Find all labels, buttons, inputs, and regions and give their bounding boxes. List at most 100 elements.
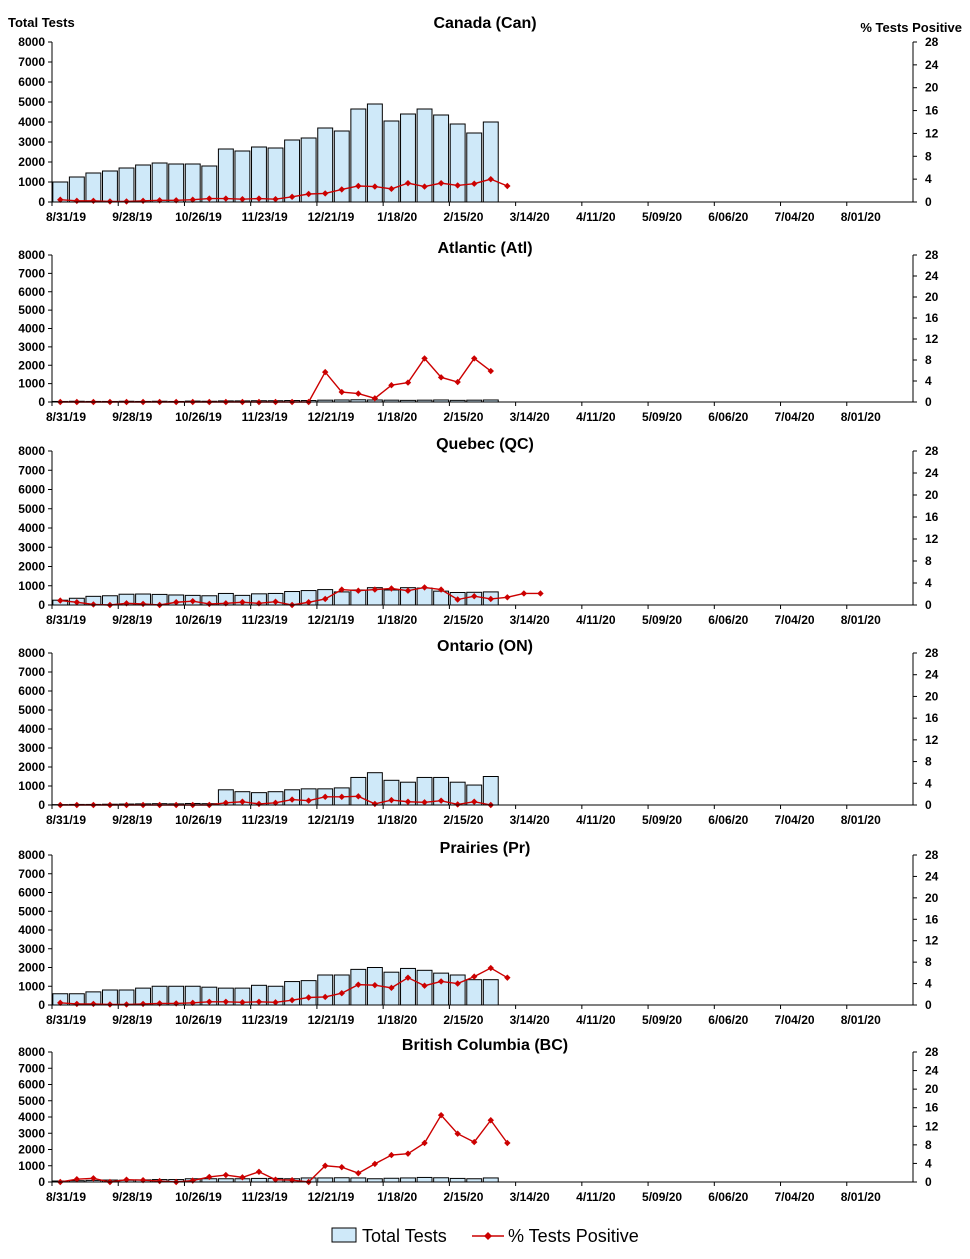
- x-tick-label: 8/31/19: [46, 1013, 86, 1027]
- percent-point: [288, 796, 296, 803]
- x-tick-label: 9/28/19: [112, 813, 152, 827]
- bar: [251, 1177, 267, 1183]
- bar: [482, 776, 499, 806]
- legend-line-marker: [484, 1232, 492, 1240]
- left-tick-label: 3000: [18, 540, 45, 554]
- percent-point: [421, 183, 428, 190]
- x-tick-label: 1/18/20: [377, 1190, 417, 1204]
- left-tick-label: 5000: [18, 1094, 45, 1108]
- percent-point: [471, 1138, 478, 1146]
- x-tick-label: 10/26/19: [175, 813, 222, 827]
- right-tick-label: 20: [925, 488, 939, 502]
- percent-point: [421, 584, 428, 591]
- x-tick-label: 6/06/20: [708, 410, 748, 424]
- right-tick-label: 0: [925, 798, 932, 812]
- percent-point: [322, 368, 329, 376]
- x-tick-label: 11/23/19: [242, 813, 288, 827]
- left-tick-label: 2000: [18, 560, 45, 574]
- percent-positive-line: [60, 1113, 508, 1183]
- x-tick-label: 2/15/20: [443, 1190, 483, 1204]
- percent-point: [189, 999, 196, 1007]
- panel-3: Quebec (QC) 0 1000 2000 3000 4000 5000 6000 7000…: [18, 436, 938, 627]
- x-tick-label: 6/06/20: [708, 813, 748, 827]
- right-tick-label: 20: [925, 689, 939, 703]
- right-tick-label: 16: [925, 711, 939, 725]
- left-tick-label: 3000: [18, 340, 45, 354]
- percent-point: [404, 179, 412, 187]
- x-tick-label: 7/04/20: [775, 813, 815, 827]
- right-tick-label: 4: [925, 576, 932, 590]
- panel-6: British Columbia (BC) 0 1000 2000 3000 4000 50…: [18, 1037, 938, 1204]
- legend: Total Tests % Tests Positive: [331, 1226, 639, 1246]
- panel-title: Ontario (ON): [437, 638, 533, 655]
- percent-point: [139, 1176, 147, 1184]
- percent-positive-line: [60, 357, 492, 403]
- left-tick-label: 3000: [18, 741, 45, 755]
- percent-point: [371, 183, 379, 190]
- x-tick-label: 3/14/20: [510, 1190, 550, 1204]
- bar: [449, 1177, 466, 1183]
- right-tick-label: 20: [925, 290, 939, 304]
- left-tick-label: 0: [38, 395, 45, 409]
- percent-point: [255, 800, 263, 808]
- left-tick-label: 0: [38, 598, 45, 612]
- bar: [118, 167, 135, 203]
- x-tick-label: 8/01/20: [841, 613, 881, 627]
- panel-title: Canada (Can): [433, 15, 536, 32]
- percent-point: [222, 1171, 230, 1179]
- percent-point: [437, 797, 445, 804]
- right-tick-label: 16: [925, 510, 939, 524]
- percent-point: [437, 1111, 445, 1119]
- left-tick-label: 7000: [18, 665, 45, 679]
- x-tick-label: 11/23/19: [242, 613, 288, 627]
- x-tick-label: 12/21/19: [308, 1190, 355, 1204]
- bar: [366, 772, 383, 806]
- left-tick-label: 4000: [18, 1110, 45, 1124]
- x-tick-label: 8/01/20: [841, 1013, 881, 1027]
- right-tick-label: 0: [925, 598, 932, 612]
- percent-point: [388, 984, 395, 992]
- right-tick-label: 4: [925, 776, 932, 790]
- left-tick-label: 0: [38, 798, 45, 812]
- percent-point: [388, 382, 395, 389]
- right-tick-label: 16: [925, 104, 939, 118]
- x-tick-label: 7/04/20: [775, 613, 815, 627]
- percent-point: [239, 1174, 246, 1181]
- left-tick-label: 1000: [18, 779, 45, 793]
- percent-point: [305, 190, 312, 198]
- x-tick-label: 8/31/19: [46, 613, 86, 627]
- bar: [383, 589, 400, 606]
- bar: [449, 123, 466, 203]
- x-tick-label: 3/14/20: [510, 210, 550, 224]
- right-tick-label: 28: [925, 848, 939, 862]
- right-tick-label: 8: [925, 554, 932, 568]
- right-tick-label: 12: [925, 332, 939, 346]
- bar: [400, 113, 416, 203]
- x-tick-label: 7/04/20: [775, 1190, 815, 1204]
- percent-point: [454, 980, 461, 987]
- right-tick-label: 20: [925, 81, 939, 95]
- right-tick-label: 12: [925, 733, 939, 747]
- x-tick-label: 6/06/20: [708, 613, 748, 627]
- x-tick-label: 12/21/19: [308, 410, 355, 424]
- percent-point: [355, 981, 362, 988]
- left-tick-label: 1000: [18, 579, 45, 593]
- x-tick-label: 10/26/19: [175, 410, 222, 424]
- left-tick-label: 3000: [18, 135, 45, 149]
- percent-point: [322, 1162, 329, 1169]
- percent-point: [123, 1176, 130, 1183]
- percent-point: [222, 799, 230, 807]
- percent-point: [388, 185, 395, 193]
- percent-point: [404, 1150, 412, 1157]
- x-tick-label: 5/09/20: [642, 813, 682, 827]
- legend-bar-swatch: [331, 1227, 357, 1243]
- bar: [300, 980, 317, 1006]
- right-tick-label: 4: [925, 374, 932, 388]
- percent-point: [57, 597, 64, 604]
- x-tick-label: 7/04/20: [775, 210, 815, 224]
- right-tick-label: 0: [925, 998, 932, 1012]
- percent-point: [437, 586, 445, 593]
- x-tick-label: 5/09/20: [642, 210, 682, 224]
- bar: [433, 972, 450, 1006]
- percent-point: [222, 195, 230, 202]
